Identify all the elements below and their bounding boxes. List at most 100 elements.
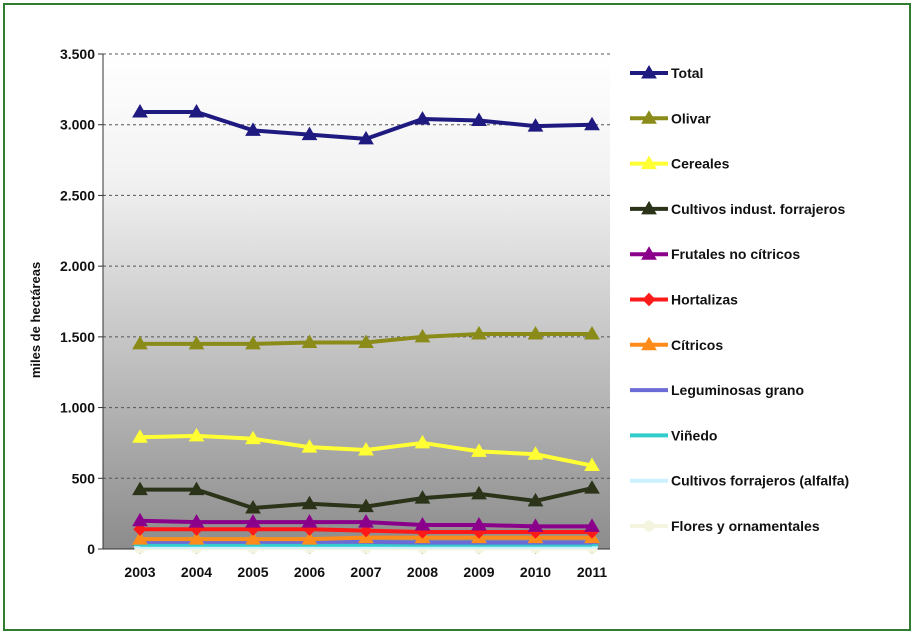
data-point-cereales-2004 (188, 427, 205, 442)
data-point-olivar-2010 (527, 326, 544, 340)
legend: Total Olivar Cereales Cultivos indust. forr… (630, 65, 849, 534)
axes: 0 500 1.000 1.500 2.000 2.500 3.000 3.500 2003 20… (60, 46, 610, 580)
data-point-cultivos-indust-forrajeros-2009 (471, 485, 487, 500)
data-point-citricos-2003 (132, 531, 148, 545)
data-point-cultivos-indust-forrajeros-2003 (132, 481, 148, 496)
data-point-frutales-no-citricos-2008 (414, 516, 431, 531)
series-total (132, 103, 600, 145)
data-point-total-2008 (414, 111, 431, 125)
y-tick-label-1500: 1.500 (60, 329, 95, 345)
data-point-cereales-2008 (414, 434, 431, 449)
data-point-cultivos-indust-forrajeros-2004 (188, 481, 205, 496)
x-tick-label-2004: 2004 (181, 564, 212, 580)
data-point-olivar-2011 (584, 326, 600, 340)
legend-label-cereales: Cereales (671, 156, 730, 172)
legend-label-hortalizas: Hortalizas (671, 292, 738, 308)
legend-label-olivar: Olivar (671, 110, 711, 126)
legend-item-hortalizas: Hortalizas (630, 292, 738, 308)
data-point-frutales-no-citricos-2003 (132, 512, 148, 527)
legend-marker-citricos (641, 336, 657, 351)
legend-label-cultivos-forrajeros-alfalfa: Cultivos forrajeros (alfalfa) (671, 473, 849, 489)
y-tick-label-1000: 1.000 (60, 400, 95, 416)
data-point-cereales-2005 (245, 430, 261, 445)
x-tick-label-2007: 2007 (350, 564, 381, 580)
series-cereales (132, 427, 600, 472)
data-point-frutales-no-citricos-2004 (188, 514, 205, 528)
legend-item-cereales: Cereales (630, 156, 730, 172)
data-point-olivar-2007 (358, 334, 374, 349)
data-point-cereales-2006 (301, 439, 318, 453)
data-point-total-2003 (132, 103, 148, 118)
data-point-olivar-2008 (414, 328, 431, 343)
y-axis-title: miles de hectáreas (28, 262, 43, 378)
data-point-total-2010 (527, 118, 544, 132)
x-tick-label-2011: 2011 (577, 564, 608, 580)
series-frutales-no-citricos (132, 512, 600, 532)
legend-marker-olivar (641, 110, 657, 124)
data-point-olivar-2005 (245, 335, 261, 350)
legend-marker-total (641, 65, 657, 79)
legend-label-leguminosas-grano: Leguminosas grano (671, 382, 804, 398)
legend-item-total: Total (630, 65, 703, 81)
x-tick-label-2003: 2003 (124, 564, 155, 580)
data-point-cultivos-indust-forrajeros-2006 (301, 495, 318, 510)
x-tick-label-2010: 2010 (520, 564, 551, 580)
legend-marker-hortalizas (642, 292, 656, 307)
y-tick-label-3000: 3.000 (60, 117, 95, 133)
data-point-total-2009 (471, 112, 487, 126)
data-point-frutales-no-citricos-2007 (358, 514, 374, 528)
legend-label-flores-y-ornamentales: Flores y ornamentales (671, 518, 820, 534)
legend-item-flores-y-ornamentales: Flores y ornamentales (630, 518, 820, 534)
x-tick-label-2005: 2005 (237, 564, 268, 580)
x-tick-label-2008: 2008 (407, 564, 438, 580)
x-tick-label-2006: 2006 (294, 564, 325, 580)
data-point-cereales-2007 (358, 442, 374, 456)
legend-label-frutales-no-citricos: Frutales no cítricos (671, 246, 800, 262)
data-point-frutales-no-citricos-2006 (301, 514, 318, 528)
legend-item-leguminosas-grano: Leguminosas grano (630, 382, 804, 398)
data-point-total-2004 (188, 103, 205, 118)
legend-item-citricos: Cítricos (630, 337, 723, 353)
data-point-cereales-2011 (584, 457, 600, 472)
legend-marker-flores-y-ornamentales (643, 520, 655, 532)
series-layer (132, 103, 600, 554)
data-point-total-2011 (584, 116, 600, 131)
data-point-frutales-no-citricos-2009 (471, 516, 487, 531)
data-point-citricos-2005 (245, 531, 261, 545)
data-point-cultivos-indust-forrajeros-2005 (245, 499, 261, 514)
legend-marker-cultivos-indust-forrajeros (641, 200, 657, 215)
data-point-cultivos-indust-forrajeros-2007 (358, 498, 374, 513)
data-point-frutales-no-citricos-2005 (245, 514, 261, 528)
legend-marker-cereales (641, 155, 657, 170)
data-point-total-2007 (358, 130, 374, 145)
legend-item-frutales-no-citricos: Frutales no cítricos (630, 246, 800, 262)
data-point-citricos-2004 (188, 531, 205, 545)
y-tick-label-2500: 2.500 (60, 187, 95, 203)
legend-label-cultivos-indust-forrajeros: Cultivos indust. forrajeros (671, 201, 845, 217)
legend-marker-frutales-no-citricos (641, 246, 657, 260)
data-point-frutales-no-citricos-2011 (584, 518, 600, 532)
data-point-frutales-no-citricos-2010 (527, 518, 544, 532)
data-point-total-2006 (301, 126, 318, 141)
data-point-olivar-2003 (132, 335, 148, 350)
legend-label-citricos: Cítricos (671, 337, 723, 353)
y-tick-label-500: 500 (72, 470, 96, 486)
data-point-cereales-2010 (527, 446, 544, 460)
legend-item-cultivos-indust-forrajeros: Cultivos indust. forrajeros (630, 201, 845, 217)
y-tick-label-3500: 3.500 (60, 46, 95, 62)
data-point-cereales-2003 (132, 429, 148, 443)
legend-item-vinedo: Viñedo (630, 427, 717, 443)
data-point-olivar-2006 (301, 334, 318, 349)
legend-item-olivar: Olivar (630, 110, 711, 126)
legend-label-vinedo: Viñedo (671, 427, 717, 443)
x-tick-label-2009: 2009 (463, 564, 494, 580)
y-tick-label-0: 0 (87, 541, 95, 557)
data-point-cereales-2009 (471, 443, 487, 457)
legend-label-total: Total (671, 65, 703, 81)
data-point-total-2005 (245, 122, 261, 136)
series-olivar (132, 326, 600, 350)
series-cultivos-indust-forrajeros (132, 480, 600, 514)
data-point-olivar-2004 (188, 335, 205, 350)
y-tick-label-2000: 2.000 (60, 258, 95, 274)
